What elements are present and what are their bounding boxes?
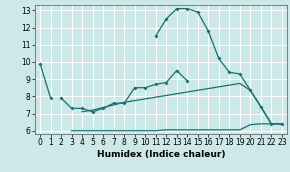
X-axis label: Humidex (Indice chaleur): Humidex (Indice chaleur) xyxy=(97,150,225,159)
